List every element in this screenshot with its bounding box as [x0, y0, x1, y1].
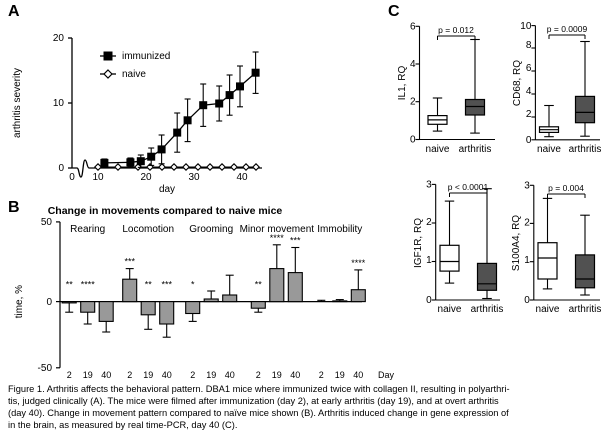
svg-text:0: 0	[526, 135, 532, 146]
svg-text:time, %: time, %	[14, 285, 25, 318]
svg-text:C: C	[388, 3, 400, 20]
svg-text:3: 3	[426, 180, 432, 191]
svg-text:naive: naive	[438, 304, 462, 315]
svg-text:***: ***	[161, 280, 172, 290]
svg-text:naive: naive	[122, 69, 146, 80]
svg-text:2: 2	[67, 370, 72, 380]
svg-text:Immobility: Immobility	[317, 224, 362, 235]
svg-text:20: 20	[53, 33, 65, 44]
svg-text:naive: naive	[536, 304, 560, 315]
svg-text:10: 10	[53, 98, 65, 109]
svg-text:Rearing: Rearing	[70, 224, 105, 235]
svg-text:1: 1	[524, 255, 530, 266]
svg-text:19: 19	[143, 370, 153, 380]
svg-text:2: 2	[127, 370, 132, 380]
svg-text:40: 40	[353, 370, 363, 380]
svg-text:Change in movements compared t: Change in movements compared to naive mi…	[48, 205, 283, 217]
svg-text:arthritis: arthritis	[569, 304, 602, 315]
svg-text:10: 10	[92, 172, 104, 183]
svg-text:arthritis: arthritis	[459, 144, 492, 155]
svg-text:2: 2	[526, 109, 532, 120]
svg-text:4: 4	[410, 59, 416, 70]
svg-text:IGF1R, RQ: IGF1R, RQ	[413, 218, 424, 268]
svg-text:0: 0	[524, 295, 530, 306]
svg-text:19: 19	[335, 370, 345, 380]
svg-text:naive: naive	[426, 144, 450, 155]
svg-text:40: 40	[225, 370, 235, 380]
svg-text:day: day	[159, 184, 175, 195]
svg-text:immunized: immunized	[122, 51, 170, 62]
svg-text:20: 20	[140, 172, 152, 183]
svg-text:1: 1	[426, 255, 432, 266]
svg-text:40: 40	[101, 370, 111, 380]
svg-text:arthritis: arthritis	[471, 304, 504, 315]
svg-text:*: *	[191, 280, 195, 290]
svg-text:tis, judged clinically (A). Th: tis, judged clinically (A). The mice wer…	[8, 396, 499, 406]
svg-text:**: **	[255, 280, 263, 290]
svg-text:6: 6	[410, 22, 416, 33]
svg-text:40: 40	[162, 370, 172, 380]
svg-text:Figure 1. Arthritis affects th: Figure 1. Arthritis affects the behavior…	[8, 384, 510, 394]
svg-text:Locomotion: Locomotion	[122, 224, 174, 235]
svg-text:p = 0.0009: p = 0.0009	[547, 24, 588, 34]
svg-text:19: 19	[206, 370, 216, 380]
svg-text:Grooming: Grooming	[189, 224, 233, 235]
svg-text:30: 30	[188, 172, 200, 183]
svg-text:40: 40	[236, 172, 248, 183]
svg-text:naive: naive	[537, 144, 561, 155]
svg-text:10: 10	[520, 21, 532, 32]
svg-text:B: B	[8, 199, 20, 216]
svg-text:IL1, RQ: IL1, RQ	[397, 66, 408, 101]
svg-text:CD68, RQ: CD68, RQ	[512, 60, 523, 106]
svg-text:***: ***	[290, 236, 301, 246]
svg-text:****: ****	[270, 233, 285, 243]
svg-text:6: 6	[526, 63, 532, 74]
svg-text:S100A4, RQ: S100A4, RQ	[511, 215, 522, 271]
svg-text:40: 40	[290, 370, 300, 380]
svg-text:****: ****	[81, 280, 96, 290]
svg-text:(day 40). Change in movement p: (day 40). Change in movement pattern com…	[8, 408, 509, 418]
svg-text:19: 19	[272, 370, 282, 380]
svg-text:p = 0.012: p = 0.012	[438, 25, 474, 35]
svg-text:2: 2	[426, 217, 432, 228]
svg-text:3: 3	[524, 181, 530, 192]
svg-text:0: 0	[46, 297, 52, 308]
svg-text:A: A	[8, 3, 20, 20]
svg-text:2: 2	[319, 370, 324, 380]
svg-text:19: 19	[83, 370, 93, 380]
svg-text:0: 0	[58, 163, 64, 174]
svg-text:****: ****	[351, 258, 366, 268]
svg-text:2: 2	[524, 218, 530, 229]
svg-text:4: 4	[526, 86, 532, 97]
svg-text:p < 0.0001: p < 0.0001	[448, 182, 489, 192]
svg-text:0: 0	[426, 295, 432, 306]
svg-text:arthritis: arthritis	[569, 144, 602, 155]
svg-text:2: 2	[256, 370, 261, 380]
svg-text:2: 2	[190, 370, 195, 380]
svg-text:***: ***	[124, 257, 135, 267]
svg-text:50: 50	[41, 217, 53, 228]
svg-text:in the brain, as measured by r: in the brain, as measured by real time-P…	[8, 420, 237, 430]
svg-text:arthritis severity: arthritis severity	[12, 68, 23, 138]
svg-text:**: **	[145, 280, 153, 290]
svg-text:8: 8	[526, 40, 532, 51]
svg-text:0: 0	[410, 135, 416, 146]
svg-text:-50: -50	[38, 363, 53, 374]
svg-text:**: **	[66, 280, 74, 290]
svg-text:2: 2	[410, 97, 416, 108]
svg-text:0: 0	[69, 172, 75, 183]
svg-text:p = 0.004: p = 0.004	[548, 183, 584, 193]
svg-text:Day: Day	[378, 370, 395, 380]
